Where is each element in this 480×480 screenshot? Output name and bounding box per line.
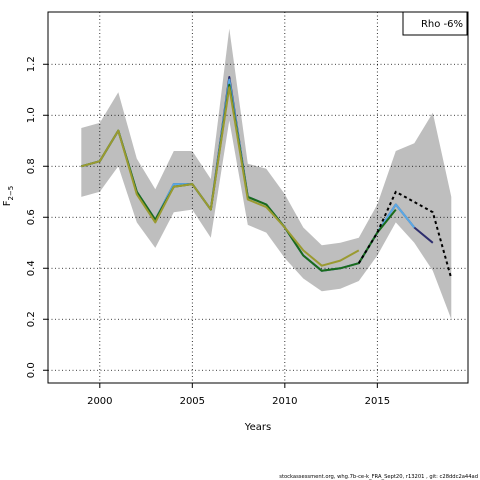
legend-box (402, 11, 468, 36)
x-tick-label-2000: 2000 (87, 396, 112, 407)
footer-credit: stockassessment.org, whg.7b-ce-k_FRA_Sep… (279, 474, 478, 480)
x-tick-label-2015: 2015 (365, 396, 390, 407)
series-layer (81, 76, 453, 279)
y-tick-label-0-4: 0.4 (26, 260, 37, 276)
x-tick-label-2010: 2010 (272, 396, 297, 407)
y-axis-title-main: F (2, 200, 13, 206)
y-axis-title: F2−5 (2, 186, 15, 207)
y-tick-label-1-2: 1.2 (26, 56, 37, 72)
legend-label: Rho -6% (421, 19, 463, 30)
axis-ticks-layer: 2000 2005 2010 2015 0.0 0.2 0.4 0.6 0.8 1.0 1.2 (26, 56, 390, 407)
plot-frame (47, 11, 469, 384)
y-tick-label-0: 0.0 (26, 362, 37, 378)
series-line-4 (81, 86, 360, 267)
legend: Rho -6% (402, 11, 468, 36)
y-tick-label-1: 1.0 (26, 107, 37, 123)
series-line-5 (357, 190, 453, 279)
x-axis-title: Years (244, 422, 271, 433)
y-axis-title-subscript: 2−5 (7, 186, 15, 201)
plot-frame-layer (47, 11, 469, 384)
y-tick-label-0-2: 0.2 (26, 311, 37, 327)
confidence-band (81, 28, 452, 320)
confidence-band-layer (81, 28, 452, 320)
y-tick-label-0-8: 0.8 (26, 158, 37, 174)
x-tick-label-2005: 2005 (180, 396, 205, 407)
grid-layer (48, 12, 468, 383)
y-tick-label-0-6: 0.6 (26, 209, 37, 225)
